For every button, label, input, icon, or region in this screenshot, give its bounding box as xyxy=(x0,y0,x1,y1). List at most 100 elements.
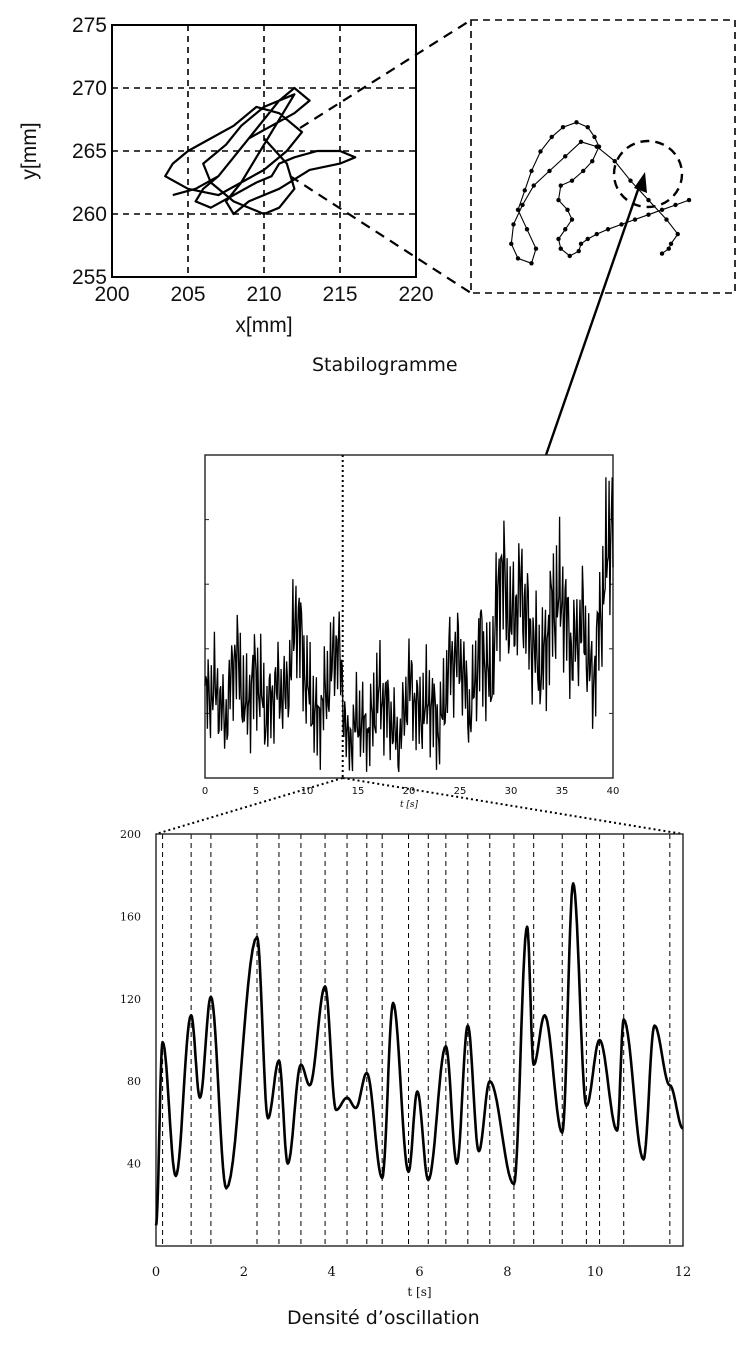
zoom-sample-point xyxy=(522,188,527,193)
stabilogram-frame xyxy=(111,24,417,278)
density-xtick-5: 10 xyxy=(587,1265,604,1280)
zoom-sample-point xyxy=(585,125,590,130)
zoom-sample-point xyxy=(509,241,514,247)
zoom-sample-point xyxy=(558,246,563,251)
stabilogram-xtick-4: 220 xyxy=(398,283,433,306)
density-xlabel: t [s] xyxy=(407,1285,431,1299)
zoom-sample-point xyxy=(594,231,599,237)
stabilogram-ytick-0: 255 xyxy=(72,266,107,289)
density-ytick-4: 200 xyxy=(120,828,141,841)
zoom-sample-point xyxy=(628,178,633,183)
zoom-sample-point xyxy=(675,231,680,237)
stabilogram-ytick-4: 275 xyxy=(72,14,107,37)
density-xtick-2: 4 xyxy=(328,1265,336,1280)
timeseries-xtick-0: 0 xyxy=(202,786,208,797)
timeseries-trace xyxy=(204,477,614,772)
timeseries-xtick-4: 20 xyxy=(403,786,416,797)
density-ytick-3: 160 xyxy=(120,910,141,923)
zoom-sample-point xyxy=(574,120,579,125)
zoom-connector-top xyxy=(299,19,472,129)
caption-densite: Densité d’oscillation xyxy=(287,1307,480,1329)
stabilogram-ytick-2: 265 xyxy=(72,140,107,163)
zoom-sample-point xyxy=(664,217,669,222)
zoom-sample-point xyxy=(578,139,584,144)
density-xtick-3: 6 xyxy=(415,1265,423,1280)
density-xtick-0: 0 xyxy=(152,1265,160,1280)
zoom-sample-point xyxy=(659,207,665,213)
density-frame xyxy=(155,833,684,1247)
zoom-sample-point xyxy=(563,227,568,232)
stabilogram-xlabel: x[mm] xyxy=(235,314,292,337)
zoom-sample-point xyxy=(673,202,678,208)
zoom-sample-point xyxy=(646,197,651,203)
zoom-box xyxy=(470,19,736,294)
density-xtick-1: 2 xyxy=(240,1265,248,1280)
density-xtick-4: 8 xyxy=(503,1265,511,1280)
stabilogram-xtick-2: 210 xyxy=(246,283,281,306)
zoom-sample-point xyxy=(581,168,586,174)
zoom-sample-point xyxy=(560,125,566,130)
density-ytick-1: 80 xyxy=(127,1075,141,1088)
zoom-sample-point xyxy=(567,253,572,259)
zoom-sample-point xyxy=(529,261,534,266)
zoom-sample-point xyxy=(632,217,638,222)
caption-stabilogramme: Stabilogramme xyxy=(312,354,458,376)
timeseries-xlabel: t [s] xyxy=(400,800,419,810)
stabilogram-ylabel: y[mm] xyxy=(18,122,41,179)
zoom-sample-point xyxy=(558,183,563,188)
zoom-sample-point xyxy=(520,202,525,208)
zoom-sample-point xyxy=(547,168,552,174)
zoom-sample-point xyxy=(596,144,602,149)
zoom-sample-point xyxy=(659,251,665,256)
stabilogram-xtick-0: 200 xyxy=(94,283,129,306)
zoom-sample-point xyxy=(612,159,617,164)
zoom-sample-point xyxy=(549,134,554,140)
zoom-sample-point xyxy=(576,248,581,254)
timeseries-xtick-1: 5 xyxy=(253,786,259,797)
zoom-sample-point xyxy=(569,217,575,222)
zoom-sample-point xyxy=(578,241,584,247)
stabilogram-xtick-3: 215 xyxy=(322,283,357,306)
zoom-sample-point xyxy=(511,222,516,227)
stabilogram-trace xyxy=(164,86,357,216)
zoom-sample-point xyxy=(592,134,597,140)
zoom-connector-bottom xyxy=(289,175,472,294)
timeseries-xtick-3: 15 xyxy=(352,786,365,797)
density-ytick-0: 40 xyxy=(127,1158,141,1171)
zoom-sample-point xyxy=(533,246,539,251)
density-ytick-2: 120 xyxy=(120,993,141,1006)
timeseries-xtick-6: 30 xyxy=(505,786,518,797)
zoom-sample-point xyxy=(563,154,568,159)
timeseries-xtick-2: 10 xyxy=(301,786,314,797)
timeseries-xtick-7: 35 xyxy=(556,786,569,797)
zoom-sample-point xyxy=(605,227,611,232)
zoom-sample-point xyxy=(590,159,595,164)
zoom-sample-point xyxy=(531,183,536,188)
density-xtick-6: 12 xyxy=(675,1265,692,1280)
zoom-sample-point xyxy=(619,222,624,227)
zoom-sample-point xyxy=(556,197,561,203)
stabilogram-xtick-1: 205 xyxy=(170,283,205,306)
stabilogram-ytick-1: 260 xyxy=(72,203,107,226)
timeseries-xtick-5: 25 xyxy=(454,786,467,797)
zoom-sample-point xyxy=(515,256,521,261)
zoom-trace xyxy=(510,121,690,265)
zoom-sample-point xyxy=(538,149,543,154)
density-trace xyxy=(154,882,684,1226)
highlight-circle xyxy=(612,139,684,209)
timeseries-frame xyxy=(204,454,614,779)
zoom-sample-point xyxy=(646,212,651,217)
timeseries-xtick-8: 40 xyxy=(607,786,620,797)
zoom-sample-point xyxy=(556,236,561,242)
zoom-sample-point xyxy=(686,197,692,203)
zoom-sample-point xyxy=(515,207,521,213)
zoom-sample-point xyxy=(668,241,674,247)
pointer-arrow-head xyxy=(634,172,647,193)
zoom-connector-left xyxy=(155,777,343,835)
zoom-sample-point xyxy=(666,246,671,251)
zoom-sample-point xyxy=(565,207,570,213)
zoom-sample-point xyxy=(585,236,590,242)
zoom-sample-point xyxy=(524,227,530,232)
